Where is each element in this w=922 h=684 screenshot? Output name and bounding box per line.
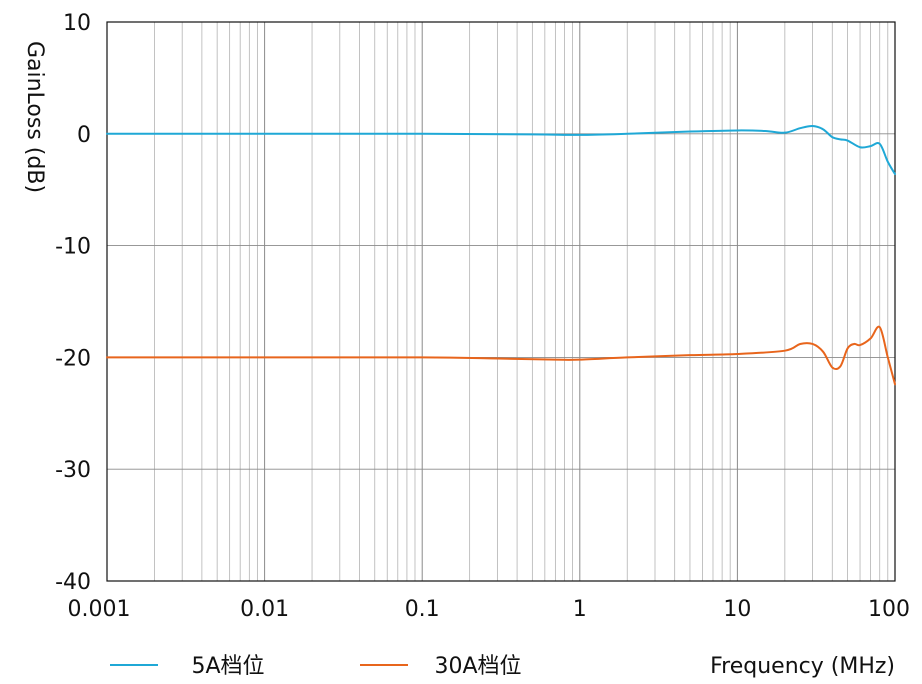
x-axis-title: Frequency (MHz) [710,654,895,679]
series-line-2 [106,325,896,386]
legend-label-1: 5A档位 [191,654,264,679]
x-tick-label: 0.1 [405,597,440,622]
y-tick-label: -10 [55,235,91,260]
x-tick-label: 1 [573,597,587,622]
x-tick-label: 0.01 [240,597,289,622]
y-axis-tick-labels: 10 0 -10 -20 -30 -40 [55,11,91,595]
legend-label-2: 30A档位 [434,654,521,679]
x-axis-tick-labels: 0.001 0.01 0.1 1 10 100 [68,597,910,622]
x-tick-label: 10 [723,597,751,622]
y-tick-label: -40 [55,570,91,595]
x-tick-label: 0.001 [68,597,131,622]
y-tick-label: -30 [55,458,91,483]
series-line-1 [106,124,896,176]
legend: 5A档位 30A档位 [110,654,522,679]
grid-lines [107,22,895,581]
y-tick-label: 0 [77,123,91,148]
series-layer [106,124,896,386]
plot-area-border [106,21,896,582]
y-axis-title: GainLoss (dB) [22,41,47,193]
x-tick-label: 100 [868,597,910,622]
y-tick-label: 10 [63,11,91,36]
y-tick-label: -20 [55,346,91,371]
